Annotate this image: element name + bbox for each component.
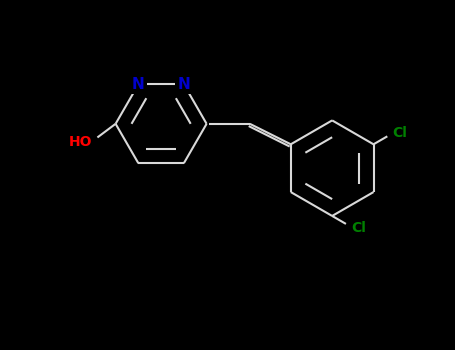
Text: Cl: Cl [393, 126, 408, 140]
Text: N: N [177, 77, 190, 92]
Text: HO: HO [68, 135, 92, 149]
Text: N: N [132, 77, 145, 92]
Text: Cl: Cl [351, 220, 366, 234]
